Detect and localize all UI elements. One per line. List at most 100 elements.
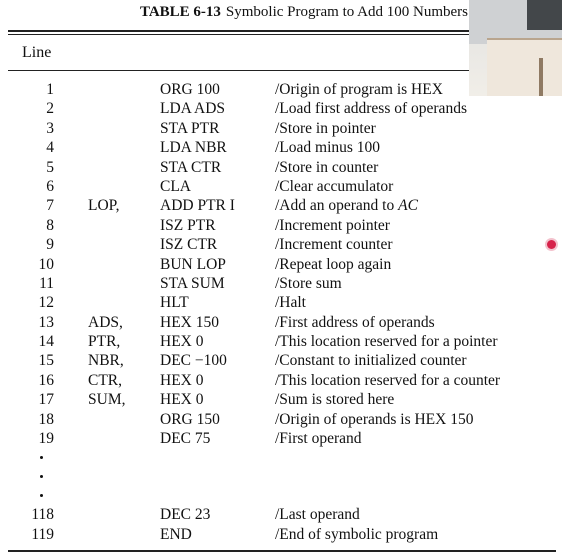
- table-row: 15 NBR, DEC −100/Constant to initialized c…: [0, 351, 562, 370]
- row-instruction: BUN LOP: [160, 255, 226, 274]
- line-number: 118: [31, 505, 54, 524]
- row-comment: /Store in counter: [275, 158, 378, 177]
- row-label: LOP,: [88, 196, 119, 215]
- row-label-text: SUM,: [88, 391, 126, 409]
- webcam-shelf-leg: [539, 58, 543, 96]
- table-row: 16 CTR, HEX 0/This location reserved for a…: [0, 371, 562, 390]
- line-number: 14: [39, 332, 55, 351]
- row-instruction-text: ADD PTR I: [160, 197, 235, 215]
- table-row: 2 LDA ADS/Load first address of operands: [0, 99, 562, 118]
- line-number-text: 119: [31, 525, 54, 543]
- row-instruction-text: HEX 0: [160, 333, 204, 351]
- row-comment-text: /Load minus 100: [275, 139, 381, 157]
- table-row: 119 END/End of symbolic program: [0, 525, 562, 544]
- row-instruction-text: BUN LOP: [160, 255, 226, 273]
- row-instruction: LDA ADS: [160, 99, 225, 118]
- line-number: 12: [39, 293, 55, 312]
- table-row: 13 ADS, HEX 150/First address of operands: [0, 313, 562, 332]
- row-label: NBR,: [88, 351, 124, 370]
- row-comment-text: /This location reserved for a counter: [275, 371, 501, 389]
- row-comment-text: /Origin of program is HEX: [275, 81, 443, 98]
- row-instruction: HEX 0: [160, 390, 203, 409]
- line-number-text: 2: [46, 100, 54, 118]
- line-number: 8: [46, 216, 54, 235]
- row-label-text: CTR,: [88, 371, 123, 389]
- row-instruction: DEC 75: [160, 429, 210, 448]
- program-listing: 1 ORG 100/Origin of program is HEX 2 LDA AD…: [0, 80, 562, 544]
- row-instruction: END: [160, 525, 192, 544]
- row-comment-text: /Repeat loop again: [275, 255, 392, 273]
- line-number-text: 3: [46, 119, 54, 137]
- line-number: 1: [46, 80, 54, 99]
- row-instruction-text: ISZ PTR: [160, 216, 216, 234]
- line-number-text: 16: [38, 371, 55, 389]
- row-instruction: HEX 0: [160, 371, 203, 390]
- line-number-text: 4: [46, 139, 54, 157]
- row-instruction: DEC −100: [160, 351, 227, 370]
- table-number: TABLE 6-13: [139, 4, 221, 20]
- row-instruction-text: HEX 0: [160, 391, 204, 409]
- line-number-text: 7: [46, 197, 54, 215]
- table-row: 10 BUN LOP/Repeat loop again: [0, 255, 562, 274]
- row-comment: /Store in pointer: [275, 119, 376, 138]
- row-instruction-text: LDA NBR: [160, 139, 227, 157]
- line-number-text: 13: [38, 313, 55, 331]
- row-comment-text: /Halt: [275, 294, 306, 312]
- ellipsis-dot: [40, 456, 43, 460]
- row-instruction-text: DEC 75: [160, 430, 211, 448]
- row-instruction-text: HLT: [160, 294, 189, 312]
- row-comment-text: /Store in pointer: [275, 119, 376, 137]
- table-row: 118 DEC 23/Last operand: [0, 505, 562, 524]
- row-comment: /This location reserved for a pointer: [275, 332, 498, 351]
- row-instruction-text: HEX 150: [160, 313, 219, 331]
- row-instruction: ORG 150: [160, 410, 220, 429]
- line-number: 6: [46, 177, 54, 196]
- line-number: 15: [39, 351, 55, 370]
- line-number-text: 8: [46, 216, 54, 234]
- row-instruction-text: STA SUM: [160, 274, 225, 292]
- row-comment: /Last operand: [275, 505, 360, 524]
- row-comment: /First operand: [275, 429, 362, 448]
- row-label-text: NBR,: [88, 352, 124, 370]
- row-comment: /Halt: [275, 293, 306, 312]
- line-number-text: 6: [46, 177, 54, 195]
- line-number: 13: [39, 313, 55, 332]
- row-instruction-text: CLA: [160, 177, 191, 195]
- table-row: 11 STA SUM/Store sum: [0, 274, 562, 293]
- row-comment: /Constant to initialized counter: [275, 351, 467, 370]
- row-instruction-text: ORG 150: [160, 410, 220, 428]
- line-number: 16: [39, 371, 55, 390]
- table-row: 6 CLA/Clear accumulator: [0, 177, 562, 196]
- line-number-text: 9: [46, 236, 54, 254]
- webcam-overlay: [469, 0, 562, 96]
- row-label: SUM,: [88, 390, 125, 409]
- row-comment-text: /Load first address of operands: [275, 100, 467, 118]
- line-number: 4: [46, 138, 54, 157]
- row-comment: /Repeat loop again: [275, 255, 391, 274]
- row-comment: /Sum is stored here: [275, 390, 394, 409]
- ellipsis-dot: [40, 494, 43, 498]
- table-row: 9 ISZ CTR/Increment counter: [0, 235, 562, 254]
- table-row: 7 LOP, ADD PTR I/Add an operand to AC: [0, 196, 562, 215]
- line-number-text: 11: [39, 274, 54, 292]
- row-instruction: CLA: [160, 177, 191, 196]
- table-row: 1 ORG 100/Origin of program is HEX: [0, 80, 562, 99]
- row-instruction: HLT: [160, 293, 189, 312]
- row-instruction-text: END: [160, 525, 192, 543]
- line-number-text: 5: [46, 158, 54, 176]
- row-comment-text: /End of symbolic program: [275, 525, 439, 543]
- row-instruction-text: STA PTR: [160, 119, 220, 137]
- row-comment-text: /First operand: [275, 430, 362, 448]
- top-rule-thin: [8, 34, 556, 35]
- line-number-text: 15: [38, 352, 55, 370]
- line-number-text: 10: [38, 255, 55, 273]
- row-instruction-text: STA CTR: [160, 158, 222, 176]
- row-label: ADS,: [88, 313, 123, 332]
- row-comment-text: /Add an operand to: [275, 197, 399, 215]
- row-instruction-text: DEC −100: [160, 352, 227, 370]
- row-comment: /This location reserved for a counter: [275, 371, 500, 390]
- row-instruction: DEC 23: [160, 505, 210, 524]
- table-row: 12 HLT/Halt: [0, 293, 562, 312]
- ellipsis-dot: [40, 475, 43, 479]
- row-comment-text: /Store sum: [275, 274, 342, 292]
